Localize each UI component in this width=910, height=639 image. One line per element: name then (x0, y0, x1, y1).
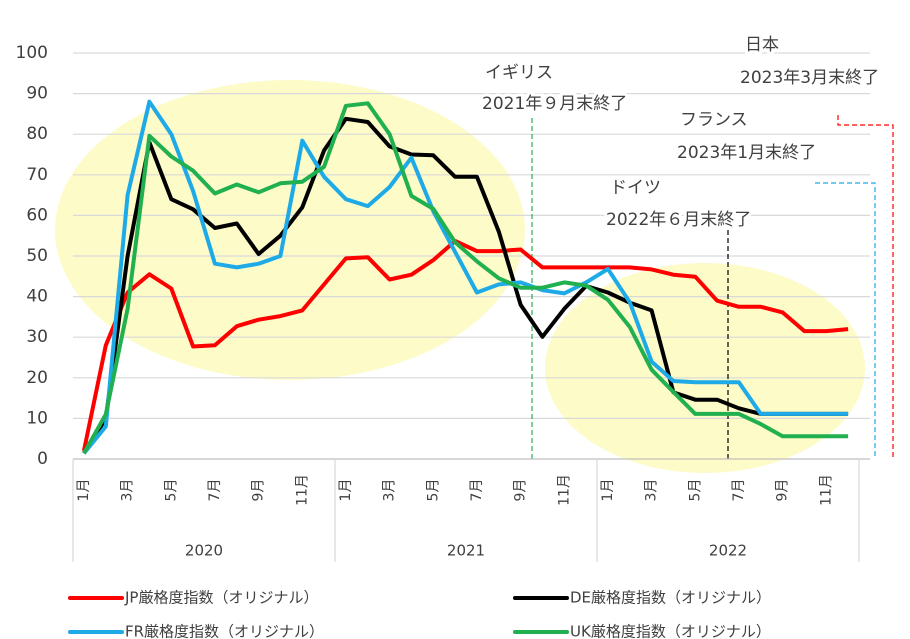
x-tick-label: 11月 (818, 474, 834, 506)
year-label: 2022 (709, 542, 747, 560)
x-tick-label: 1月 (600, 479, 616, 502)
series-line (82, 101, 849, 455)
x-tick-label: 5月 (425, 479, 441, 502)
dashed-line (837, 115, 894, 459)
x-tick-label: 9月 (513, 479, 529, 502)
series (81, 99, 849, 455)
x-tick-label: 11月 (556, 474, 572, 506)
x-tick-label: 3月 (120, 479, 136, 502)
annotation: 2022年６月末終了 (606, 210, 751, 230)
y-tick-label: 60 (26, 205, 48, 225)
series-line (82, 99, 849, 455)
legend: JP厳格度指数（オリジナル） DE厳格度指数（オリジナル） FR厳格度指数（オリジナ… (68, 589, 771, 639)
annotation: 2023年3月末終了 (740, 68, 879, 88)
annotation: ドイツ (610, 178, 661, 198)
dashed-line (815, 182, 876, 459)
axes: 0 10 20 30 40 50 60 70 80 90 100 1月 3月 5月 7月 9月 11月 1月 3月 5… (16, 43, 870, 562)
x-tick-label: 9月 (775, 479, 791, 502)
x-tick-label: 3月 (644, 479, 660, 502)
year-label: 2021 (447, 542, 485, 560)
annotation: 2023年1月末終了 (677, 143, 816, 163)
highlight (545, 263, 865, 473)
y-tick-label: 10 (26, 408, 48, 428)
legend-label: JP厳格度指数（オリジナル） (124, 589, 318, 607)
legend-label: UK厳格度指数（オリジナル） (570, 623, 771, 639)
x-tick-label: 9月 (251, 479, 267, 502)
y-tick-label: 80 (26, 124, 48, 144)
legend-label: DE厳格度指数（オリジナル） (570, 589, 771, 607)
x-tick-label: 5月 (163, 479, 179, 502)
y-tick-label: 100 (16, 43, 48, 63)
annotations: イギリス 2021年９月末終了 ドイツ 2022年６月末終了 フランス 2023… (479, 32, 882, 233)
y-tick-label: 0 (37, 449, 48, 469)
legend-label: FR厳格度指数（オリジナル） (125, 623, 324, 639)
annotation: 日本 (745, 35, 779, 55)
y-tick-label: 90 (26, 84, 48, 104)
y-tick-label: 70 (26, 165, 48, 185)
annotation: 2021年９月末終了 (482, 94, 627, 114)
series-line (82, 116, 849, 455)
x-tick-label: 7月 (731, 479, 747, 502)
x-tick-label: 7月 (469, 479, 485, 502)
y-tick-label: 30 (26, 327, 48, 347)
x-tick-label: 3月 (382, 479, 398, 502)
y-tick-label: 40 (26, 287, 48, 307)
annotation: フランス (680, 110, 748, 130)
y-tick-label: 50 (26, 246, 48, 266)
year-label: 2020 (185, 542, 223, 560)
x-tick-label: 1月 (76, 479, 92, 502)
x-tick-label: 7月 (207, 479, 223, 502)
annotation: イギリス (485, 63, 553, 83)
x-tick-label: 5月 (687, 479, 703, 502)
y-tick-label: 20 (26, 368, 48, 388)
x-tick-label: 11月 (294, 474, 310, 506)
x-tick-label: 1月 (338, 479, 354, 502)
series-line (81, 239, 849, 452)
